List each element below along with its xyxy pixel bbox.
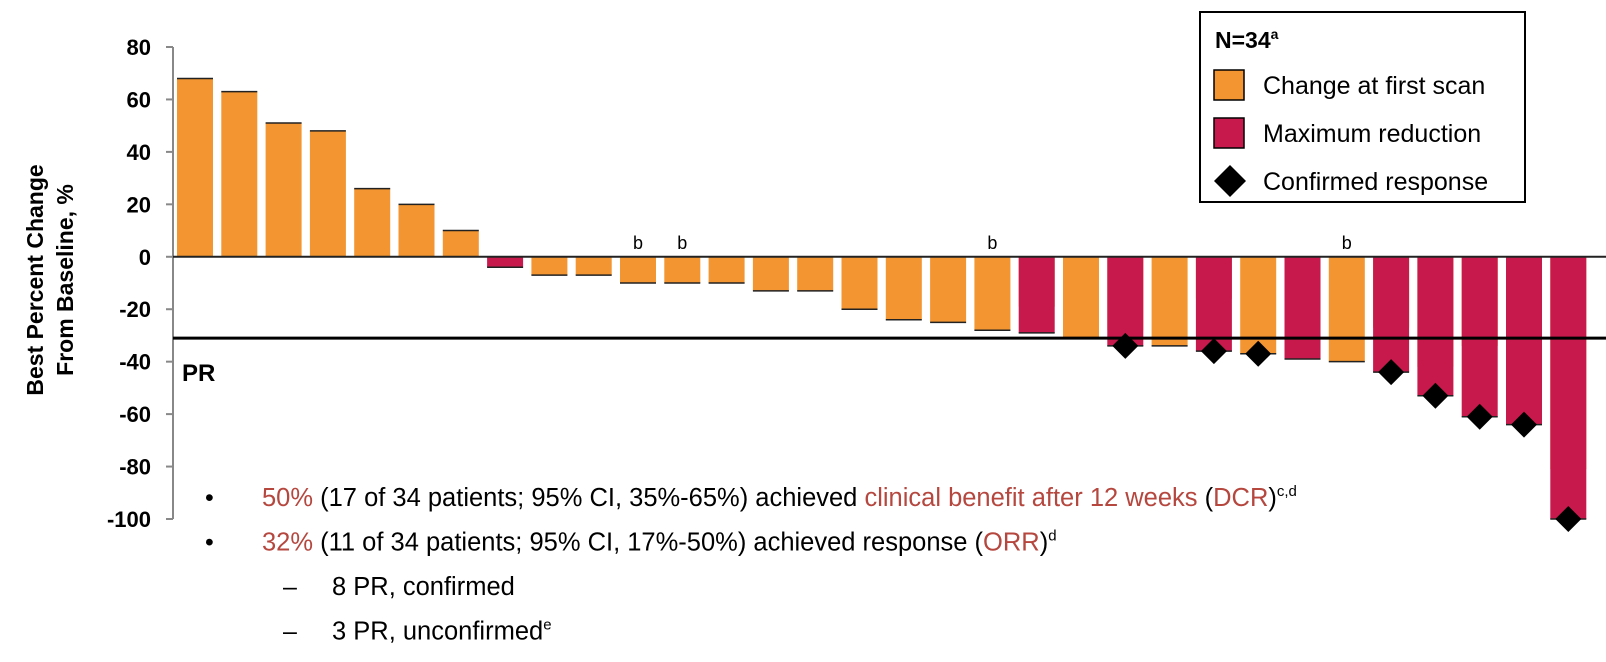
annotation: b: [677, 233, 687, 253]
note-part: 50%: [262, 484, 313, 512]
confirmed-marker: [1200, 338, 1227, 365]
note-part: (: [1198, 484, 1214, 512]
bar: [664, 256, 701, 283]
note-part: ORR: [983, 529, 1040, 557]
confirmed-marker: [1245, 340, 1272, 367]
bar: [177, 78, 213, 257]
note-part: ): [1040, 529, 1049, 557]
y-tick-label: 0: [139, 245, 151, 270]
bar-max-reduction: [1373, 256, 1410, 373]
bar: [354, 188, 391, 257]
y-tick-label: -40: [119, 350, 151, 375]
note-part: clinical benefit after 12 weeks: [864, 484, 1197, 512]
reference-label: PR: [182, 360, 215, 387]
bar: [442, 230, 479, 257]
y-tick-label: -100: [107, 507, 151, 532]
bar: [221, 91, 258, 257]
note-part: (17 of 34 patients; 95% CI, 35%-65%) ach…: [313, 484, 864, 512]
confirmed-marker: [1112, 332, 1139, 359]
bar: [265, 123, 302, 257]
confirmed-marker: [1555, 506, 1582, 532]
y-tick-label: -20: [119, 297, 151, 322]
note-part: e: [543, 617, 551, 634]
note-part: 32%: [262, 529, 313, 557]
bar-max-reduction: [1018, 256, 1055, 333]
bar: [885, 256, 922, 320]
legend-label: Maximum reduction: [1263, 120, 1481, 148]
legend-title-text: N=34: [1215, 27, 1271, 53]
y-axis-label: Best Percent Change: [22, 164, 48, 395]
legend-box: [1199, 11, 1526, 203]
note-part: ): [1268, 484, 1277, 512]
y-tick-label: 20: [127, 192, 151, 217]
bar: [752, 256, 789, 291]
y-tick-label: 80: [127, 35, 151, 60]
note-line: 8 PR, confirmed: [332, 573, 515, 601]
note-bullet: •: [205, 529, 214, 557]
annotation: b: [633, 233, 643, 253]
note-bullet: •: [205, 484, 214, 512]
bar: [531, 256, 568, 276]
y-tick-label: 60: [127, 87, 151, 112]
confirmed-marker: [1466, 403, 1493, 430]
bar: [1063, 256, 1099, 339]
bar-max-reduction: [487, 256, 524, 268]
bar: [1151, 256, 1188, 346]
bar: [841, 256, 878, 310]
bar: [797, 256, 834, 291]
y-tick-label: 40: [127, 140, 151, 165]
legend-marker: [1214, 165, 1246, 197]
legend-label: Change at first scan: [1263, 72, 1485, 100]
note-part: d: [1048, 528, 1056, 545]
y-tick-label: -60: [119, 402, 151, 427]
legend-swatch: [1213, 69, 1245, 101]
legend-label: Confirmed response: [1263, 168, 1488, 196]
confirmed-marker: [1378, 359, 1405, 386]
note-bullet: –: [283, 618, 297, 646]
confirmed-marker: [1511, 411, 1537, 438]
note-part: 3 PR, unconfirmed: [332, 618, 543, 646]
bar: [708, 256, 745, 283]
annotation: b: [1342, 233, 1352, 253]
note-line: 3 PR, unconfirmede: [332, 617, 552, 646]
note-line: 32% (11 of 34 patients; 95% CI, 17%-50%)…: [262, 528, 1057, 557]
bar-max-reduction: [1107, 256, 1144, 346]
bar-max-reduction: [1506, 256, 1542, 425]
bar: [974, 256, 1011, 331]
bar: [620, 256, 656, 283]
bar: [309, 130, 346, 257]
note-line: 50% (17 of 34 patients; 95% CI, 35%-65%)…: [262, 483, 1297, 512]
note-part: (11 of 34 patients; 95% CI, 17%-50%) ach…: [313, 529, 983, 557]
note-bullet: –: [283, 573, 297, 601]
legend-swatch: [1213, 117, 1245, 149]
y-axis-label: From Baseline, %: [52, 184, 78, 376]
confirmed-marker: [1422, 382, 1449, 409]
note-part: DCR: [1213, 484, 1268, 512]
bar-max-reduction: [1195, 256, 1232, 352]
bar: [1328, 256, 1365, 362]
legend-title: N=34a: [1215, 26, 1279, 53]
bar: [930, 256, 967, 323]
bar-max-reduction: [1284, 256, 1321, 360]
bar: [575, 256, 612, 276]
y-tick-label: -80: [119, 455, 151, 480]
note-part: 8 PR, confirmed: [332, 573, 515, 601]
annotation: b: [987, 233, 997, 253]
legend-title-sup: a: [1271, 26, 1279, 42]
note-part: c,d: [1277, 483, 1297, 500]
bar: [398, 204, 435, 257]
bar-max-reduction: [1550, 256, 1587, 519]
bar-max-reduction: [1417, 256, 1454, 396]
